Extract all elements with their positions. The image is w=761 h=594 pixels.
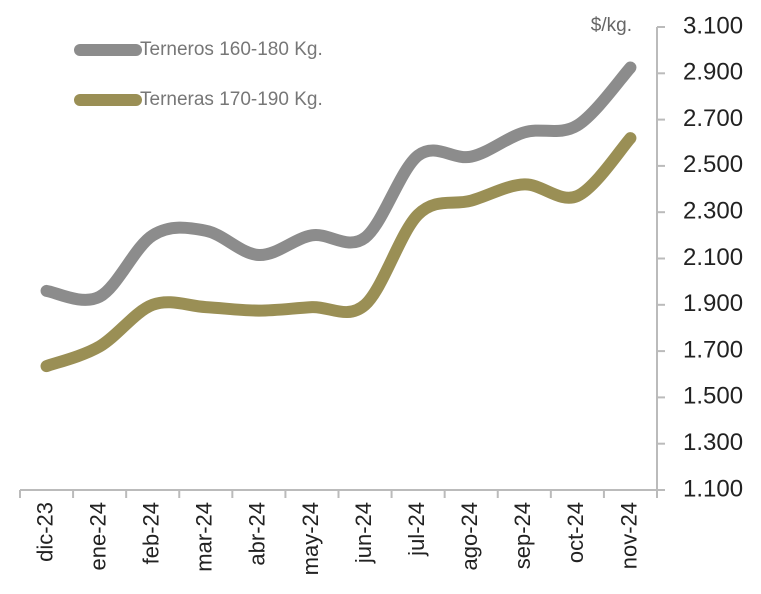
series-line [40,61,637,306]
x-tick-label: oct-24 [563,502,588,563]
y-tick-label: 2.300 [683,198,743,225]
x-tick-label: dic-23 [32,502,57,562]
x-tick-label: ago-24 [457,502,482,571]
y-tick-label: 2.500 [683,151,743,178]
series-line [40,132,637,373]
y-tick-label: 2.900 [683,59,743,86]
y-tick-label: 1.300 [683,429,743,456]
y-tick-label: 1.900 [683,290,743,317]
y-tick-label: 2.100 [683,244,743,271]
legend-label: Terneras 170-190 Kg. [140,89,323,110]
x-tick-label: mar-24 [192,502,217,572]
x-tick-label: sep-24 [510,502,535,569]
y-tick-label: 1.700 [683,336,743,363]
x-tick-label: jun-24 [351,502,376,564]
y-tick-label: 1.500 [683,383,743,410]
legend-label: Terneros 160-180 Kg. [140,39,323,60]
x-tick-label: may-24 [298,502,323,575]
y-tick-label: 2.700 [683,105,743,132]
x-tick-label: nov-24 [616,502,641,569]
x-tick-label: abr-24 [245,502,270,566]
y-tick-label: 3.100 [683,12,743,39]
x-tick-label: jul-24 [404,502,429,557]
x-tick-label: feb-24 [139,502,164,564]
y-tick-label: 1.100 [683,475,743,502]
y-unit: $/kg. [591,15,632,36]
x-tick-label: ene-24 [85,502,110,571]
